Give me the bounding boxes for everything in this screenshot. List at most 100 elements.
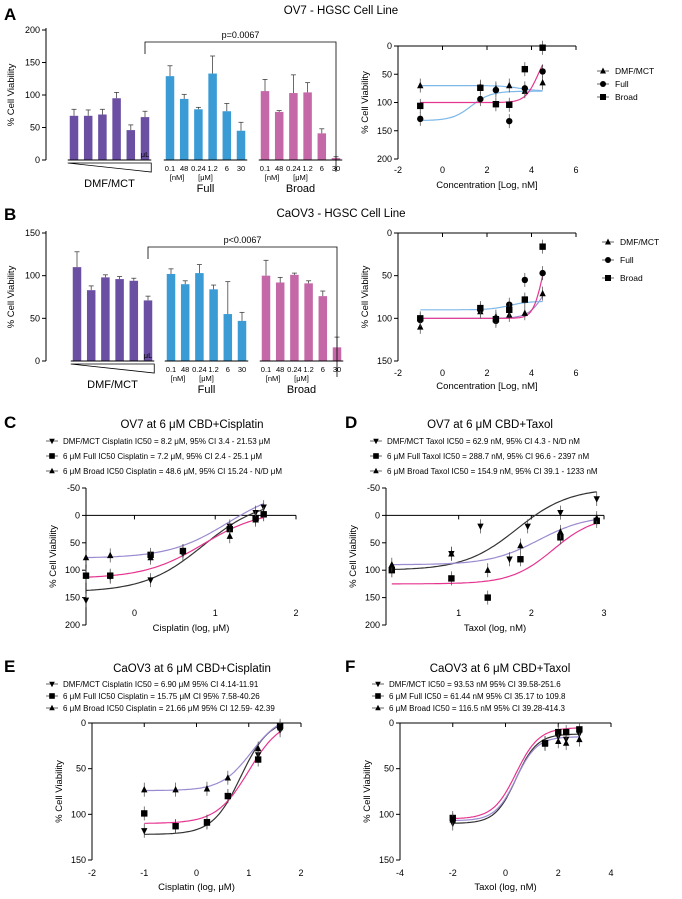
x-tick-label: -1 <box>140 868 148 878</box>
legend-label: 6 μM Full Taxol IC50 = 288.7 nM, 95% CI … <box>387 452 589 461</box>
legend-label: 6 μM Full IC50 = 61.44 nM 95% CI 35.17 t… <box>389 692 566 701</box>
dose-label: 6 <box>226 365 230 374</box>
significance-bracket <box>147 246 338 377</box>
fit-curve <box>420 64 544 104</box>
significance-label: p=0.0067 <box>222 30 260 40</box>
chart-title: CaOV3 at 6 μM CBD+Cisplatin <box>113 663 271 675</box>
y-tick-label: 150 <box>25 58 40 68</box>
dose-label: 0.1 <box>166 365 176 374</box>
bar <box>274 111 284 160</box>
legend-label: 6 μM Broad IC50 Cisplatin = 21.66 μM 95%… <box>63 704 275 713</box>
data-point <box>417 115 424 123</box>
legend-label: Broad <box>615 92 638 102</box>
bar <box>290 274 299 361</box>
data-point <box>172 785 179 793</box>
x-tick-label: 4 <box>529 368 534 378</box>
bar <box>98 114 107 160</box>
dose-label: 6 <box>320 164 324 173</box>
data-point <box>562 728 570 736</box>
x-tick-label: 2 <box>556 868 561 878</box>
data-point <box>226 532 233 539</box>
data-point <box>254 756 262 763</box>
data-point <box>539 289 546 297</box>
data-point <box>521 276 529 284</box>
y-tick-label: 200 <box>365 620 380 630</box>
y-tick-label: 100 <box>365 565 380 575</box>
legend-label: 6 μM Full IC50 Cisplatin = 15.75 μM CI 9… <box>63 692 260 701</box>
fit-curve <box>391 518 597 566</box>
data-point <box>605 238 611 245</box>
panel-letter-e: E <box>4 657 15 676</box>
y-tick-label: 50 <box>30 313 40 323</box>
group-label: Broad <box>286 183 315 195</box>
dose-label: 30 <box>237 164 245 173</box>
data-point <box>260 510 267 517</box>
x-tick-label: 3 <box>601 608 606 618</box>
data-point <box>141 785 148 793</box>
bar <box>166 273 176 361</box>
legend-label: DMF/MCT Taxol IC50 = 62.9 nM, 95% CI 4.3… <box>387 437 580 446</box>
dose-label: 48 <box>276 365 284 374</box>
y-tick-label: 0 <box>389 718 394 728</box>
x-tick-label: 1 <box>213 608 218 618</box>
data-point <box>203 819 211 826</box>
data-point <box>562 739 570 746</box>
bar <box>194 109 203 160</box>
data-point <box>373 453 379 459</box>
a-curve-chart: 0 50 100 150 200-2 0 2 4 6 Concentration [Log, nM… <box>360 40 654 191</box>
data-point <box>539 269 546 277</box>
data-point <box>484 594 491 601</box>
dose-label: 1.2 <box>302 164 312 173</box>
unit-uM: [μM] <box>294 374 309 383</box>
dose-label: 0.24 <box>287 365 302 374</box>
data-point <box>477 523 484 531</box>
data-point <box>147 577 154 584</box>
unit-nM: [nM] <box>170 173 185 182</box>
x-tick-label: 0 <box>194 868 199 878</box>
data-point <box>417 315 424 322</box>
bar <box>129 280 139 361</box>
dose-label: 1.2 <box>303 365 313 374</box>
dose-label: 0.1 <box>260 164 270 173</box>
y-tick-label: 200 <box>65 620 80 630</box>
y-axis-label: % Cell Viability <box>6 63 17 126</box>
data-point <box>492 86 500 94</box>
unit-label: μL <box>144 351 153 360</box>
data-point <box>492 315 500 323</box>
dose-label: 0.24 <box>191 164 206 173</box>
data-point <box>593 514 600 521</box>
bar <box>72 267 82 361</box>
bar <box>209 289 218 361</box>
y-tick-label: 100 <box>25 271 40 281</box>
y-axis-label: % Cell Viability <box>48 525 59 588</box>
y-tick-label: 0 <box>375 510 380 520</box>
bar <box>112 98 121 160</box>
x-tick-label: -2 <box>449 868 457 878</box>
panel-letter-f: F <box>345 657 355 676</box>
data-point <box>107 572 114 579</box>
legend-label: DMF/MCT Cisplatin IC50 = 8.2 μM, 95% CI … <box>63 437 270 446</box>
data-point <box>539 44 546 51</box>
data-point <box>49 693 55 699</box>
dose-label: 48 <box>181 365 189 374</box>
y-tick-label: 50 <box>76 764 86 774</box>
dose-label: 0.1 <box>165 164 175 173</box>
x-tick-label: -2 <box>394 368 402 378</box>
dose-label: 48 <box>275 164 283 173</box>
panel-letter-b: B <box>4 205 16 224</box>
x-tick-label: 0 <box>132 608 137 618</box>
chart-title: CaOV3 at 6 μM CBD+Taxol <box>430 663 571 675</box>
data-point <box>107 551 114 559</box>
panel-letter-c: C <box>4 413 16 432</box>
legend-label: 6 μM Broad Taxol IC50 = 154.9 nM, 95% CI… <box>387 467 598 476</box>
bar <box>126 130 136 160</box>
data-point <box>375 704 381 711</box>
dose-label: 48 <box>180 164 188 173</box>
data-point <box>82 597 90 605</box>
data-point <box>576 735 583 743</box>
data-point <box>555 737 562 744</box>
x-tick-label: 2 <box>298 868 303 878</box>
x-tick-label: 2 <box>529 608 534 618</box>
data-point <box>477 95 484 103</box>
